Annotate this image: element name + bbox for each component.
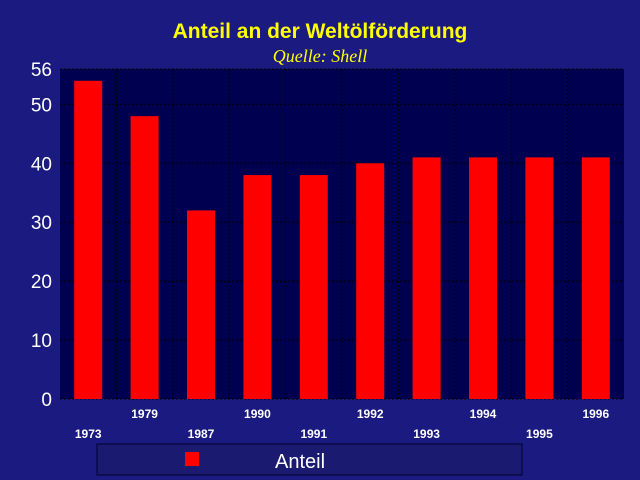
x-tick-label: 1973 bbox=[75, 427, 102, 441]
x-tick-label: 1990 bbox=[244, 407, 271, 421]
bar-1994 bbox=[469, 157, 497, 399]
x-tick-label: 1993 bbox=[413, 427, 440, 441]
y-tick-label: 56 bbox=[31, 60, 52, 81]
bar-1979 bbox=[130, 116, 159, 400]
bar-1973 bbox=[74, 80, 103, 400]
bar-1995 bbox=[525, 157, 554, 399]
bar-1992 bbox=[356, 163, 385, 399]
x-tick-label: 1987 bbox=[188, 427, 215, 441]
x-tick-label: 1996 bbox=[582, 407, 609, 421]
legend-label: Anteil bbox=[275, 451, 325, 473]
bar-1987 bbox=[187, 210, 215, 399]
legend: Anteil bbox=[96, 443, 523, 476]
x-tick-label: 1979 bbox=[131, 407, 158, 421]
y-tick-label: 20 bbox=[31, 272, 52, 293]
y-tick-label: 0 bbox=[41, 390, 52, 411]
y-tick-label: 10 bbox=[31, 331, 52, 352]
x-tick-label: 1991 bbox=[300, 427, 327, 441]
y-axis-ticks: 0 10 20 30 40 50 56 bbox=[31, 60, 52, 411]
chart-title: Anteil an der Weltölförderung bbox=[173, 20, 468, 43]
bars bbox=[74, 80, 610, 400]
x-axis-ticks: 1973 1979 1987 1990 1991 1992 1993 1994 1995 1996 bbox=[75, 407, 610, 441]
x-tick-label: 1992 bbox=[357, 407, 384, 421]
x-tick-label: 1994 bbox=[470, 407, 497, 421]
x-tick-label: 1995 bbox=[526, 427, 553, 441]
legend-box bbox=[96, 443, 523, 476]
legend-swatch bbox=[185, 452, 199, 466]
y-tick-label: 30 bbox=[31, 213, 52, 234]
bar-1990 bbox=[243, 175, 272, 399]
bar-1996 bbox=[581, 157, 610, 399]
y-tick-label: 40 bbox=[31, 154, 52, 175]
chart-subtitle: Quelle: Shell bbox=[273, 46, 367, 66]
bar-1993 bbox=[412, 157, 441, 399]
bar-1991 bbox=[299, 175, 328, 399]
y-tick-label: 50 bbox=[31, 95, 52, 116]
